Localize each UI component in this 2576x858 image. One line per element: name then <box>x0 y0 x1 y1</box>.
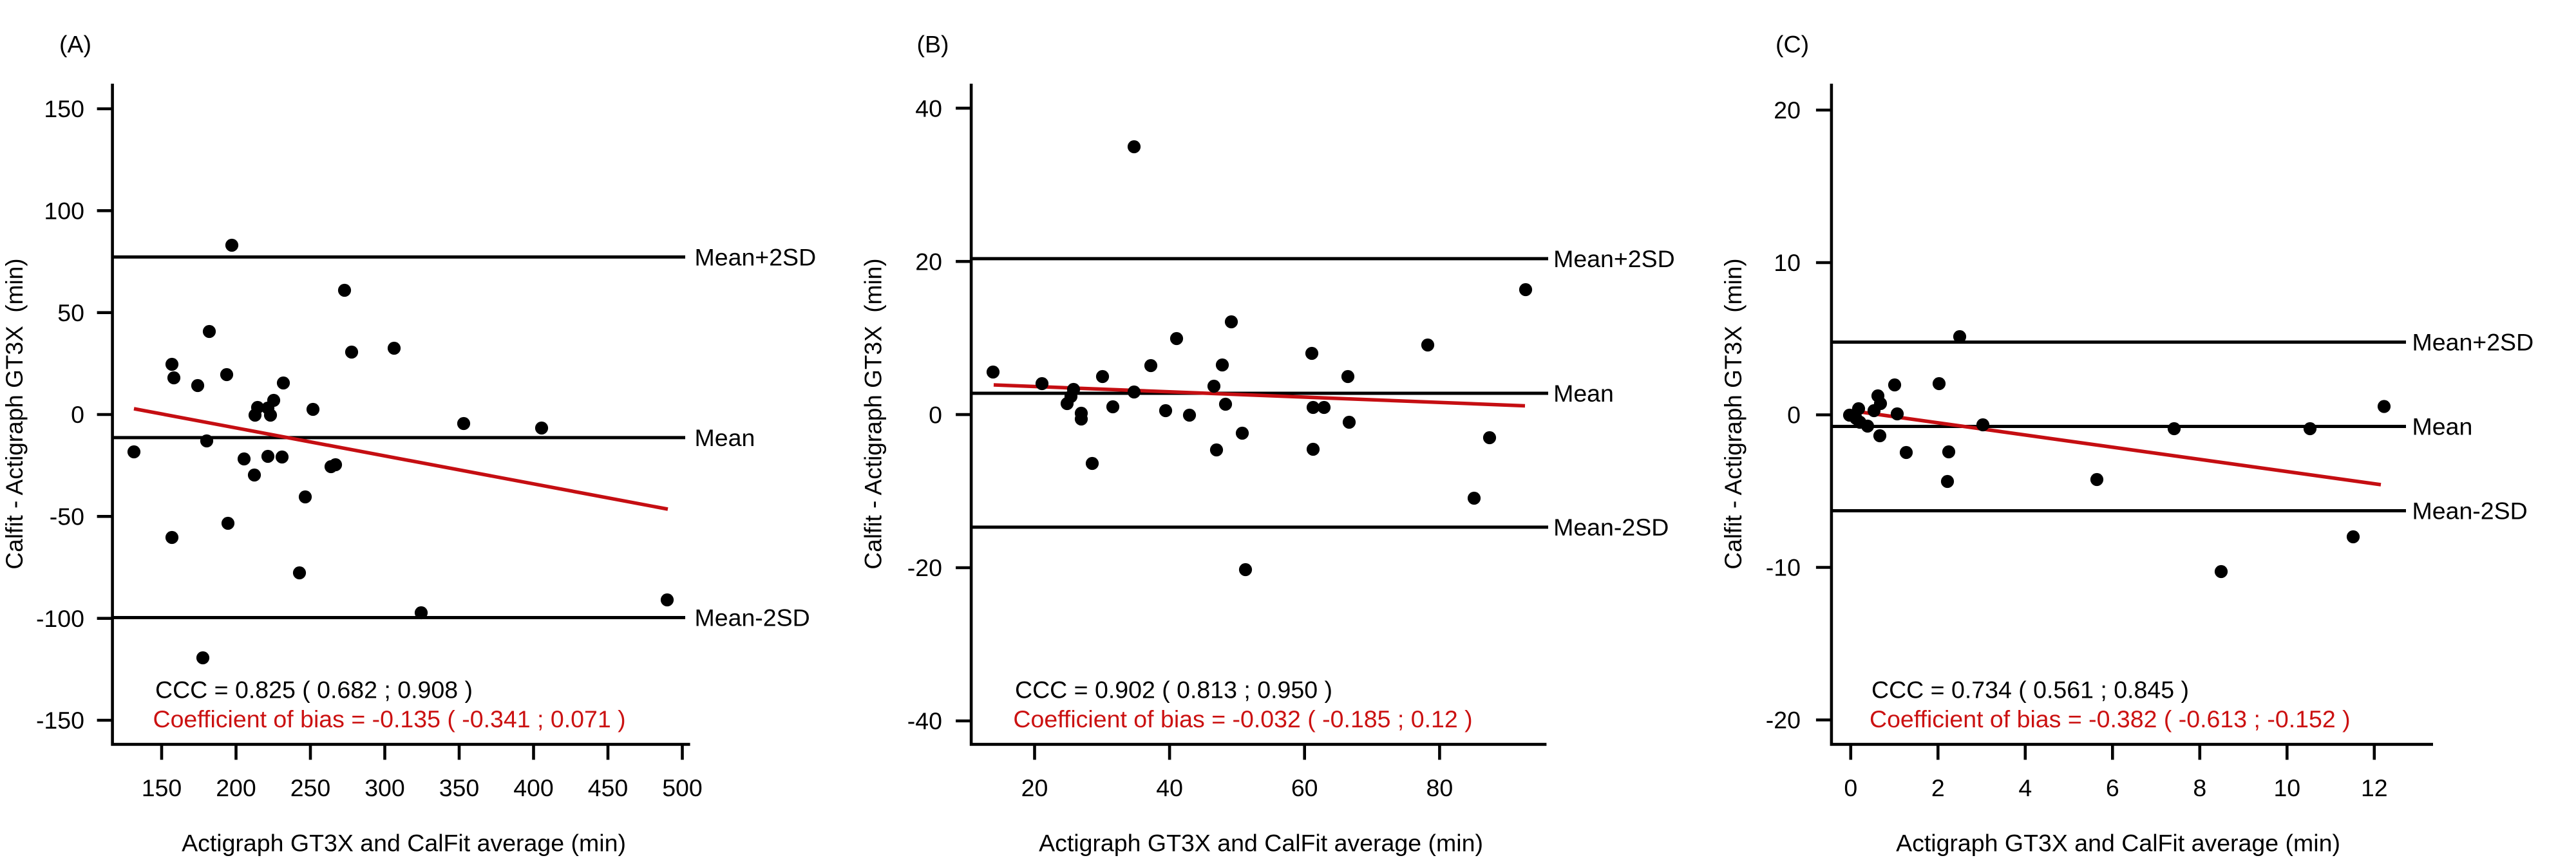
svg-text:Actigraph GT3X and CalFit aver: Actigraph GT3X and CalFit average (min) <box>182 830 626 857</box>
svg-text:Actigraph GT3X and CalFit aver: Actigraph GT3X and CalFit average (min) <box>1896 830 2340 857</box>
svg-text:Actigraph GT3X and CalFit aver: Actigraph GT3X and CalFit average (min) <box>1039 830 1483 857</box>
svg-text:Calfit - Actigraph GT3X (min): Calfit - Actigraph GT3X (min) <box>1 258 28 569</box>
svg-text:12: 12 <box>2361 774 2388 801</box>
svg-text:-100: -100 <box>36 605 84 632</box>
svg-text:Mean+2SD: Mean+2SD <box>695 244 817 271</box>
svg-text:CCC = 0.734 ( 0.561 ; 0.845 ): CCC = 0.734 ( 0.561 ; 0.845 ) <box>1871 676 2189 704</box>
svg-text:Mean+2SD: Mean+2SD <box>2412 329 2534 356</box>
svg-text:CCC = 0.825 ( 0.682 ; 0.908 ): CCC = 0.825 ( 0.682 ; 0.908 ) <box>155 676 473 704</box>
svg-text:4: 4 <box>2018 774 2032 801</box>
svg-text:400: 400 <box>513 774 554 801</box>
svg-text:-20: -20 <box>1766 707 1801 734</box>
svg-text:80: 80 <box>1426 774 1454 801</box>
svg-text:20: 20 <box>915 248 942 275</box>
svg-text:(B): (B) <box>917 31 949 58</box>
svg-text:40: 40 <box>1156 774 1183 801</box>
svg-text:(A): (A) <box>59 31 91 58</box>
svg-text:20: 20 <box>1021 774 1048 801</box>
svg-text:Calfit - Actigraph GT3X (min): Calfit - Actigraph GT3X (min) <box>860 258 887 569</box>
svg-text:Mean+2SD: Mean+2SD <box>1553 245 1675 272</box>
svg-text:0: 0 <box>71 401 84 428</box>
svg-text:Coefficient of bias = -0.135 (: Coefficient of bias = -0.135 ( -0.341 ; … <box>153 705 626 732</box>
svg-text:40: 40 <box>915 95 942 122</box>
svg-text:20: 20 <box>1774 97 1801 124</box>
svg-text:Mean: Mean <box>695 424 755 451</box>
svg-text:150: 150 <box>44 95 84 122</box>
svg-text:Mean-2SD: Mean-2SD <box>695 604 810 631</box>
svg-text:-150: -150 <box>36 707 84 734</box>
svg-text:-10: -10 <box>1766 554 1801 581</box>
svg-text:0: 0 <box>1787 402 1801 429</box>
svg-text:450: 450 <box>588 774 629 801</box>
svg-text:Coefficient of bias = -0.032 (: Coefficient of bias = -0.032 ( -0.185 ; … <box>1013 705 1472 732</box>
svg-text:50: 50 <box>57 299 84 326</box>
svg-text:10: 10 <box>2273 774 2300 801</box>
svg-text:(C): (C) <box>1776 31 1809 58</box>
svg-text:350: 350 <box>439 774 480 801</box>
svg-text:CCC = 0.902 ( 0.813 ; 0.950 ): CCC = 0.902 ( 0.813 ; 0.950 ) <box>1015 676 1332 704</box>
svg-text:500: 500 <box>662 774 703 801</box>
svg-text:10: 10 <box>1774 249 1801 276</box>
svg-text:250: 250 <box>290 774 331 801</box>
svg-text:150: 150 <box>142 774 182 801</box>
svg-text:-40: -40 <box>907 707 942 734</box>
svg-text:200: 200 <box>216 774 256 801</box>
svg-text:Coefficient of bias = -0.382 (: Coefficient of bias = -0.382 ( -0.613 ; … <box>1870 705 2351 732</box>
svg-text:Mean-2SD: Mean-2SD <box>2412 498 2528 525</box>
svg-text:60: 60 <box>1291 774 1318 801</box>
svg-text:Calfit - Actigraph GT3X (min): Calfit - Actigraph GT3X (min) <box>1720 258 1747 569</box>
svg-text:Mean: Mean <box>2412 413 2473 440</box>
svg-text:8: 8 <box>2193 774 2206 801</box>
svg-text:Mean: Mean <box>1553 380 1614 407</box>
svg-text:Mean-2SD: Mean-2SD <box>1553 514 1669 541</box>
svg-text:-20: -20 <box>907 554 942 581</box>
svg-text:100: 100 <box>44 198 84 225</box>
svg-text:0: 0 <box>929 401 942 428</box>
svg-text:300: 300 <box>365 774 405 801</box>
svg-text:6: 6 <box>2106 774 2119 801</box>
svg-text:2: 2 <box>1931 774 1945 801</box>
svg-text:-50: -50 <box>50 503 84 530</box>
svg-text:0: 0 <box>1844 774 1857 801</box>
